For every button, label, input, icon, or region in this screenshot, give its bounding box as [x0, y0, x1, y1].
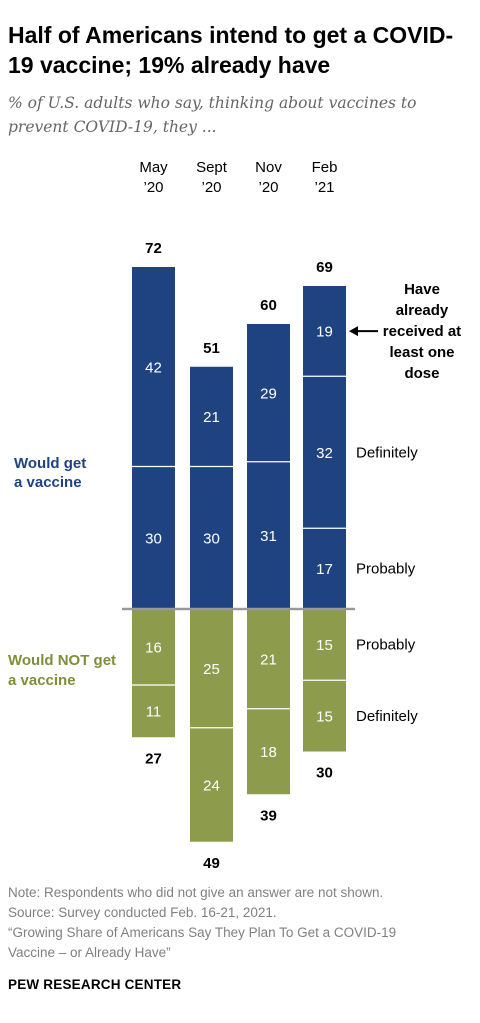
annotation-already-received: least one [389, 344, 454, 361]
source-line: Source: Survey conducted Feb. 16-21, 202… [8, 905, 277, 920]
data-label: 32 [316, 445, 333, 462]
bar-segment-would-not-probably_not [303, 609, 346, 681]
bar-segment-would-get-already_received [303, 286, 346, 377]
segment-label-probably_not: Probably [356, 637, 416, 654]
total-label-would-not: 27 [145, 750, 162, 767]
bar-segment-would-not-definitely_not [190, 727, 233, 842]
annotation-already-received: Have [404, 281, 440, 298]
data-label: 24 [203, 777, 220, 794]
segment-label-definitely: Definitely [356, 444, 418, 461]
annotation-already-received: received at [383, 323, 461, 340]
bar-segment-would-get-probably [190, 466, 233, 609]
category-label: May [139, 159, 168, 176]
data-label: 25 [203, 661, 220, 678]
data-label: 21 [260, 651, 277, 668]
annotation-arrow-head [349, 326, 358, 337]
report-title-line: “Growing Share of Americans Say They Pla… [8, 925, 397, 940]
data-label: 18 [260, 744, 277, 761]
total-label-would-get: 60 [260, 297, 277, 314]
data-label: 17 [316, 561, 333, 578]
bar-segment-would-not-definitely_not [303, 680, 346, 752]
chart-notes: Note: Respondents who did not give an an… [8, 883, 473, 963]
category-label: ’21 [314, 179, 334, 196]
data-label: 31 [260, 528, 277, 545]
data-label: 15 [316, 708, 333, 725]
group-label-would-get: Would get [14, 455, 86, 472]
category-label: ’20 [201, 179, 221, 196]
total-label-would-not: 30 [316, 765, 333, 782]
data-label: 11 [146, 704, 162, 721]
category-label: ’20 [143, 179, 163, 196]
data-label: 15 [316, 637, 333, 654]
bar-segment-would-not-probably_not [132, 609, 175, 685]
bar-segment-would-get-probably [132, 466, 175, 609]
chart-title: Half of Americans intend to get a COVID-… [8, 22, 454, 78]
bar-segment-would-get-definitely [190, 366, 233, 467]
category-label: ’20 [258, 179, 278, 196]
bar-segment-would-get-probably [303, 528, 346, 609]
group-label-would-get: a vaccine [14, 474, 82, 491]
annotation-already-received: already [396, 302, 449, 319]
bar-segment-would-not-definitely_not [247, 708, 290, 795]
total-label-would-get: 72 [145, 240, 162, 257]
data-label: 21 [203, 409, 220, 426]
data-label: 29 [260, 385, 277, 402]
bar-segment-would-not-probably_not [247, 609, 290, 709]
brand-name: PEW RESEARCH CENTER [8, 977, 182, 992]
bar-segment-would-get-definitely [303, 376, 346, 529]
data-label: 30 [145, 530, 162, 547]
note-line: Note: Respondents who did not give an an… [8, 885, 384, 900]
group-label-would-not: a vaccine [8, 672, 76, 689]
category-label: Nov [255, 159, 282, 176]
total-label-would-get: 69 [316, 259, 333, 276]
total-label-would-not: 39 [260, 807, 277, 824]
category-label: Feb [312, 159, 338, 176]
bar-segment-would-not-probably_not [190, 609, 233, 728]
diverging-bar-chart: May ’20 Sept ’20 Nov ’20 Feb ’21 30 42 72 16 11 27 30 2… [8, 159, 461, 872]
data-label: 42 [145, 359, 162, 376]
data-label: 16 [145, 640, 162, 657]
segment-label-definitely_not: Definitely [356, 708, 418, 725]
chart-subtitle: % of U.S. adults who say, thinking about… [8, 94, 417, 136]
data-label: 19 [316, 324, 333, 341]
report-title-line: Vaccine – or Already Have” [8, 945, 171, 960]
bar-segment-would-not-definitely_not [132, 685, 175, 738]
bar-segment-would-get-definitely [247, 324, 290, 462]
segment-label-probably: Probably [356, 561, 416, 578]
group-label-would-not: Would NOT get [8, 652, 116, 669]
total-label-would-get: 51 [203, 340, 220, 357]
annotation-already-received: dose [404, 365, 439, 382]
data-label: 30 [203, 530, 220, 547]
total-label-would-not: 49 [203, 855, 220, 872]
bar-segment-would-get-probably [247, 461, 290, 609]
category-label: Sept [196, 159, 228, 176]
bar-segment-would-get-definitely [132, 267, 175, 467]
